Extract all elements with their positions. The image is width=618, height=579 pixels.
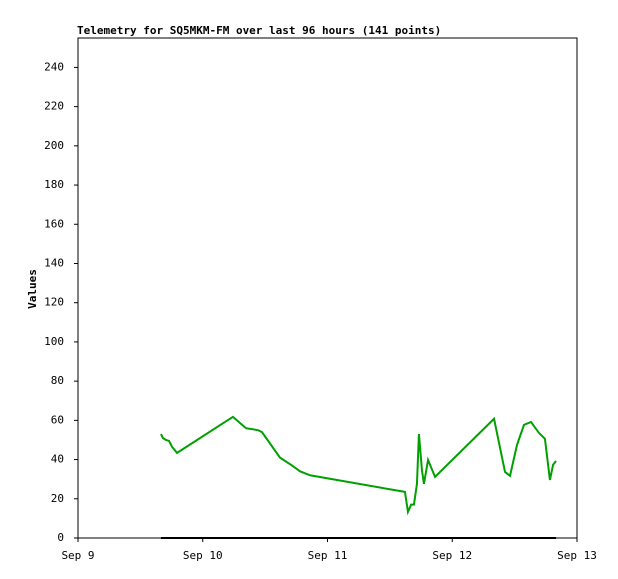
chart-title: Telemetry for SQ5MKM-FM over last 96 hou…	[77, 24, 441, 37]
series-line	[160, 415, 557, 516]
y-tick-label: 140	[44, 256, 64, 269]
y-tick-label: 20	[51, 492, 64, 505]
y-tick-label: 60	[51, 413, 64, 426]
y-tick-label: 160	[44, 217, 64, 230]
x-tick-label: Sep 11	[308, 549, 348, 562]
y-tick-label: 120	[44, 296, 64, 309]
y-tick-label: 100	[44, 335, 64, 348]
y-tick-label: 200	[44, 139, 64, 152]
y-tick-label: 220	[44, 100, 64, 113]
x-tick-label: Sep 10	[183, 549, 223, 562]
y-tick-label: 80	[51, 374, 64, 387]
y-axis-label: Values	[26, 269, 39, 309]
y-tick-label: 180	[44, 178, 64, 191]
y-tick-label: 40	[51, 453, 64, 466]
y-tick-label: 0	[57, 531, 64, 544]
x-tick-label: Sep 12	[432, 549, 472, 562]
y-tick-label: 240	[44, 60, 64, 73]
x-tick-label: Sep 9	[61, 549, 94, 562]
x-tick-label: Sep 13	[557, 549, 597, 562]
